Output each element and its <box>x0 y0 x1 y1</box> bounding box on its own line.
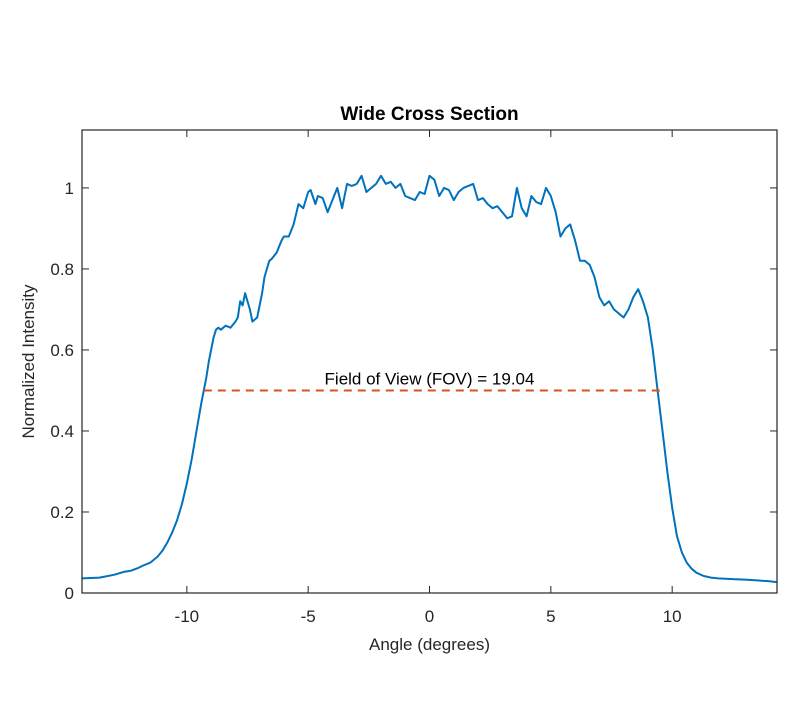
y-tick-label: 1 <box>65 179 74 198</box>
y-tick-label: 0.6 <box>50 341 74 360</box>
y-tick-label: 0.2 <box>50 503 74 522</box>
x-axis-label: Angle (degrees) <box>369 635 490 654</box>
axes-box <box>81 129 778 594</box>
plot-area <box>82 130 777 593</box>
ticks-layer: -10 -5 0 5 10 0 0.2 0.4 0.6 0.8 1 <box>50 130 777 626</box>
y-tick-label: 0.8 <box>50 260 74 279</box>
series-layer <box>82 174 777 584</box>
x-tick-label: 10 <box>663 607 682 626</box>
x-tick-label: 5 <box>546 607 555 626</box>
x-tick-label: 0 <box>425 607 434 626</box>
annotation-layer: Field of View (FOV) = 19.04 <box>325 369 535 388</box>
x-tick-label: -10 <box>175 607 200 626</box>
y-axis-label: Normalized Intensity <box>19 284 38 439</box>
y-tick-label: 0 <box>65 584 74 603</box>
fov-annotation: Field of View (FOV) = 19.04 <box>325 369 535 388</box>
x-tick-label: -5 <box>301 607 316 626</box>
chart-title: Wide Cross Section <box>340 104 518 125</box>
y-tick-label: 0.4 <box>50 422 74 441</box>
intensity-line <box>82 174 777 584</box>
